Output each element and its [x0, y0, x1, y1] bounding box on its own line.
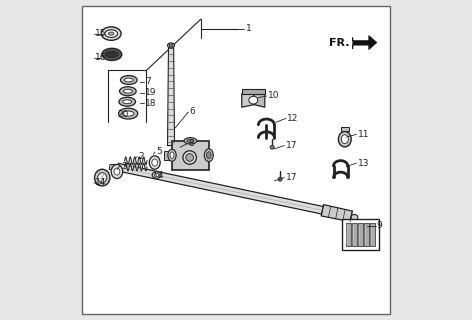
Ellipse shape: [105, 30, 118, 37]
Ellipse shape: [152, 172, 161, 178]
Polygon shape: [353, 36, 377, 50]
Text: 18: 18: [145, 99, 156, 108]
Text: 17: 17: [286, 173, 297, 182]
Ellipse shape: [119, 87, 136, 96]
Ellipse shape: [149, 156, 160, 169]
Ellipse shape: [124, 78, 133, 82]
Ellipse shape: [101, 27, 121, 40]
Ellipse shape: [114, 168, 120, 175]
Circle shape: [278, 177, 282, 181]
Ellipse shape: [204, 149, 213, 162]
Text: FR.: FR.: [329, 38, 350, 48]
Ellipse shape: [351, 214, 358, 220]
Text: 16: 16: [95, 53, 107, 62]
Text: 6: 6: [190, 108, 195, 116]
Ellipse shape: [98, 173, 107, 182]
Text: 8: 8: [188, 140, 194, 148]
Ellipse shape: [187, 139, 194, 142]
Ellipse shape: [120, 109, 136, 118]
Polygon shape: [242, 89, 265, 94]
Ellipse shape: [186, 154, 194, 161]
Bar: [346, 223, 351, 246]
Text: 2: 2: [138, 152, 144, 161]
Ellipse shape: [168, 43, 175, 48]
Text: 15: 15: [95, 29, 107, 38]
Bar: [342, 219, 379, 250]
Text: 14: 14: [95, 178, 107, 187]
Text: 9: 9: [377, 221, 382, 230]
Bar: [358, 223, 363, 246]
Polygon shape: [109, 164, 118, 170]
Ellipse shape: [118, 108, 138, 119]
Ellipse shape: [152, 159, 158, 166]
Polygon shape: [117, 163, 350, 220]
Ellipse shape: [108, 32, 114, 35]
Ellipse shape: [120, 76, 137, 84]
Text: 12: 12: [287, 114, 299, 123]
Ellipse shape: [111, 164, 123, 179]
Polygon shape: [172, 141, 209, 170]
Ellipse shape: [122, 111, 134, 116]
Text: 5: 5: [156, 148, 162, 156]
Polygon shape: [254, 91, 265, 107]
Text: 19: 19: [145, 88, 156, 97]
Text: 3: 3: [121, 162, 126, 171]
Ellipse shape: [168, 149, 176, 161]
Bar: [353, 223, 357, 246]
Text: 13: 13: [358, 159, 369, 168]
Polygon shape: [321, 204, 352, 221]
Polygon shape: [164, 151, 172, 160]
Ellipse shape: [183, 151, 196, 164]
Circle shape: [270, 145, 274, 149]
Ellipse shape: [341, 135, 348, 144]
Text: 4: 4: [158, 172, 163, 180]
Bar: [371, 223, 375, 246]
Ellipse shape: [94, 169, 110, 186]
Polygon shape: [168, 48, 175, 146]
Bar: [364, 223, 369, 246]
Polygon shape: [341, 127, 349, 131]
Text: 20: 20: [118, 110, 129, 119]
Ellipse shape: [124, 112, 133, 116]
Text: 7: 7: [145, 77, 151, 86]
Ellipse shape: [169, 44, 173, 47]
Ellipse shape: [249, 96, 258, 104]
Ellipse shape: [123, 89, 132, 93]
Ellipse shape: [170, 152, 174, 158]
Text: 10: 10: [268, 92, 279, 100]
Ellipse shape: [105, 51, 118, 58]
Ellipse shape: [119, 97, 135, 106]
Polygon shape: [242, 91, 254, 107]
Ellipse shape: [207, 152, 211, 159]
Ellipse shape: [338, 132, 351, 147]
Text: 11: 11: [358, 130, 369, 139]
Text: 1: 1: [245, 24, 252, 33]
Ellipse shape: [154, 173, 159, 177]
Text: 17: 17: [286, 141, 297, 150]
Ellipse shape: [123, 100, 132, 104]
Ellipse shape: [184, 138, 197, 144]
Ellipse shape: [102, 48, 122, 60]
